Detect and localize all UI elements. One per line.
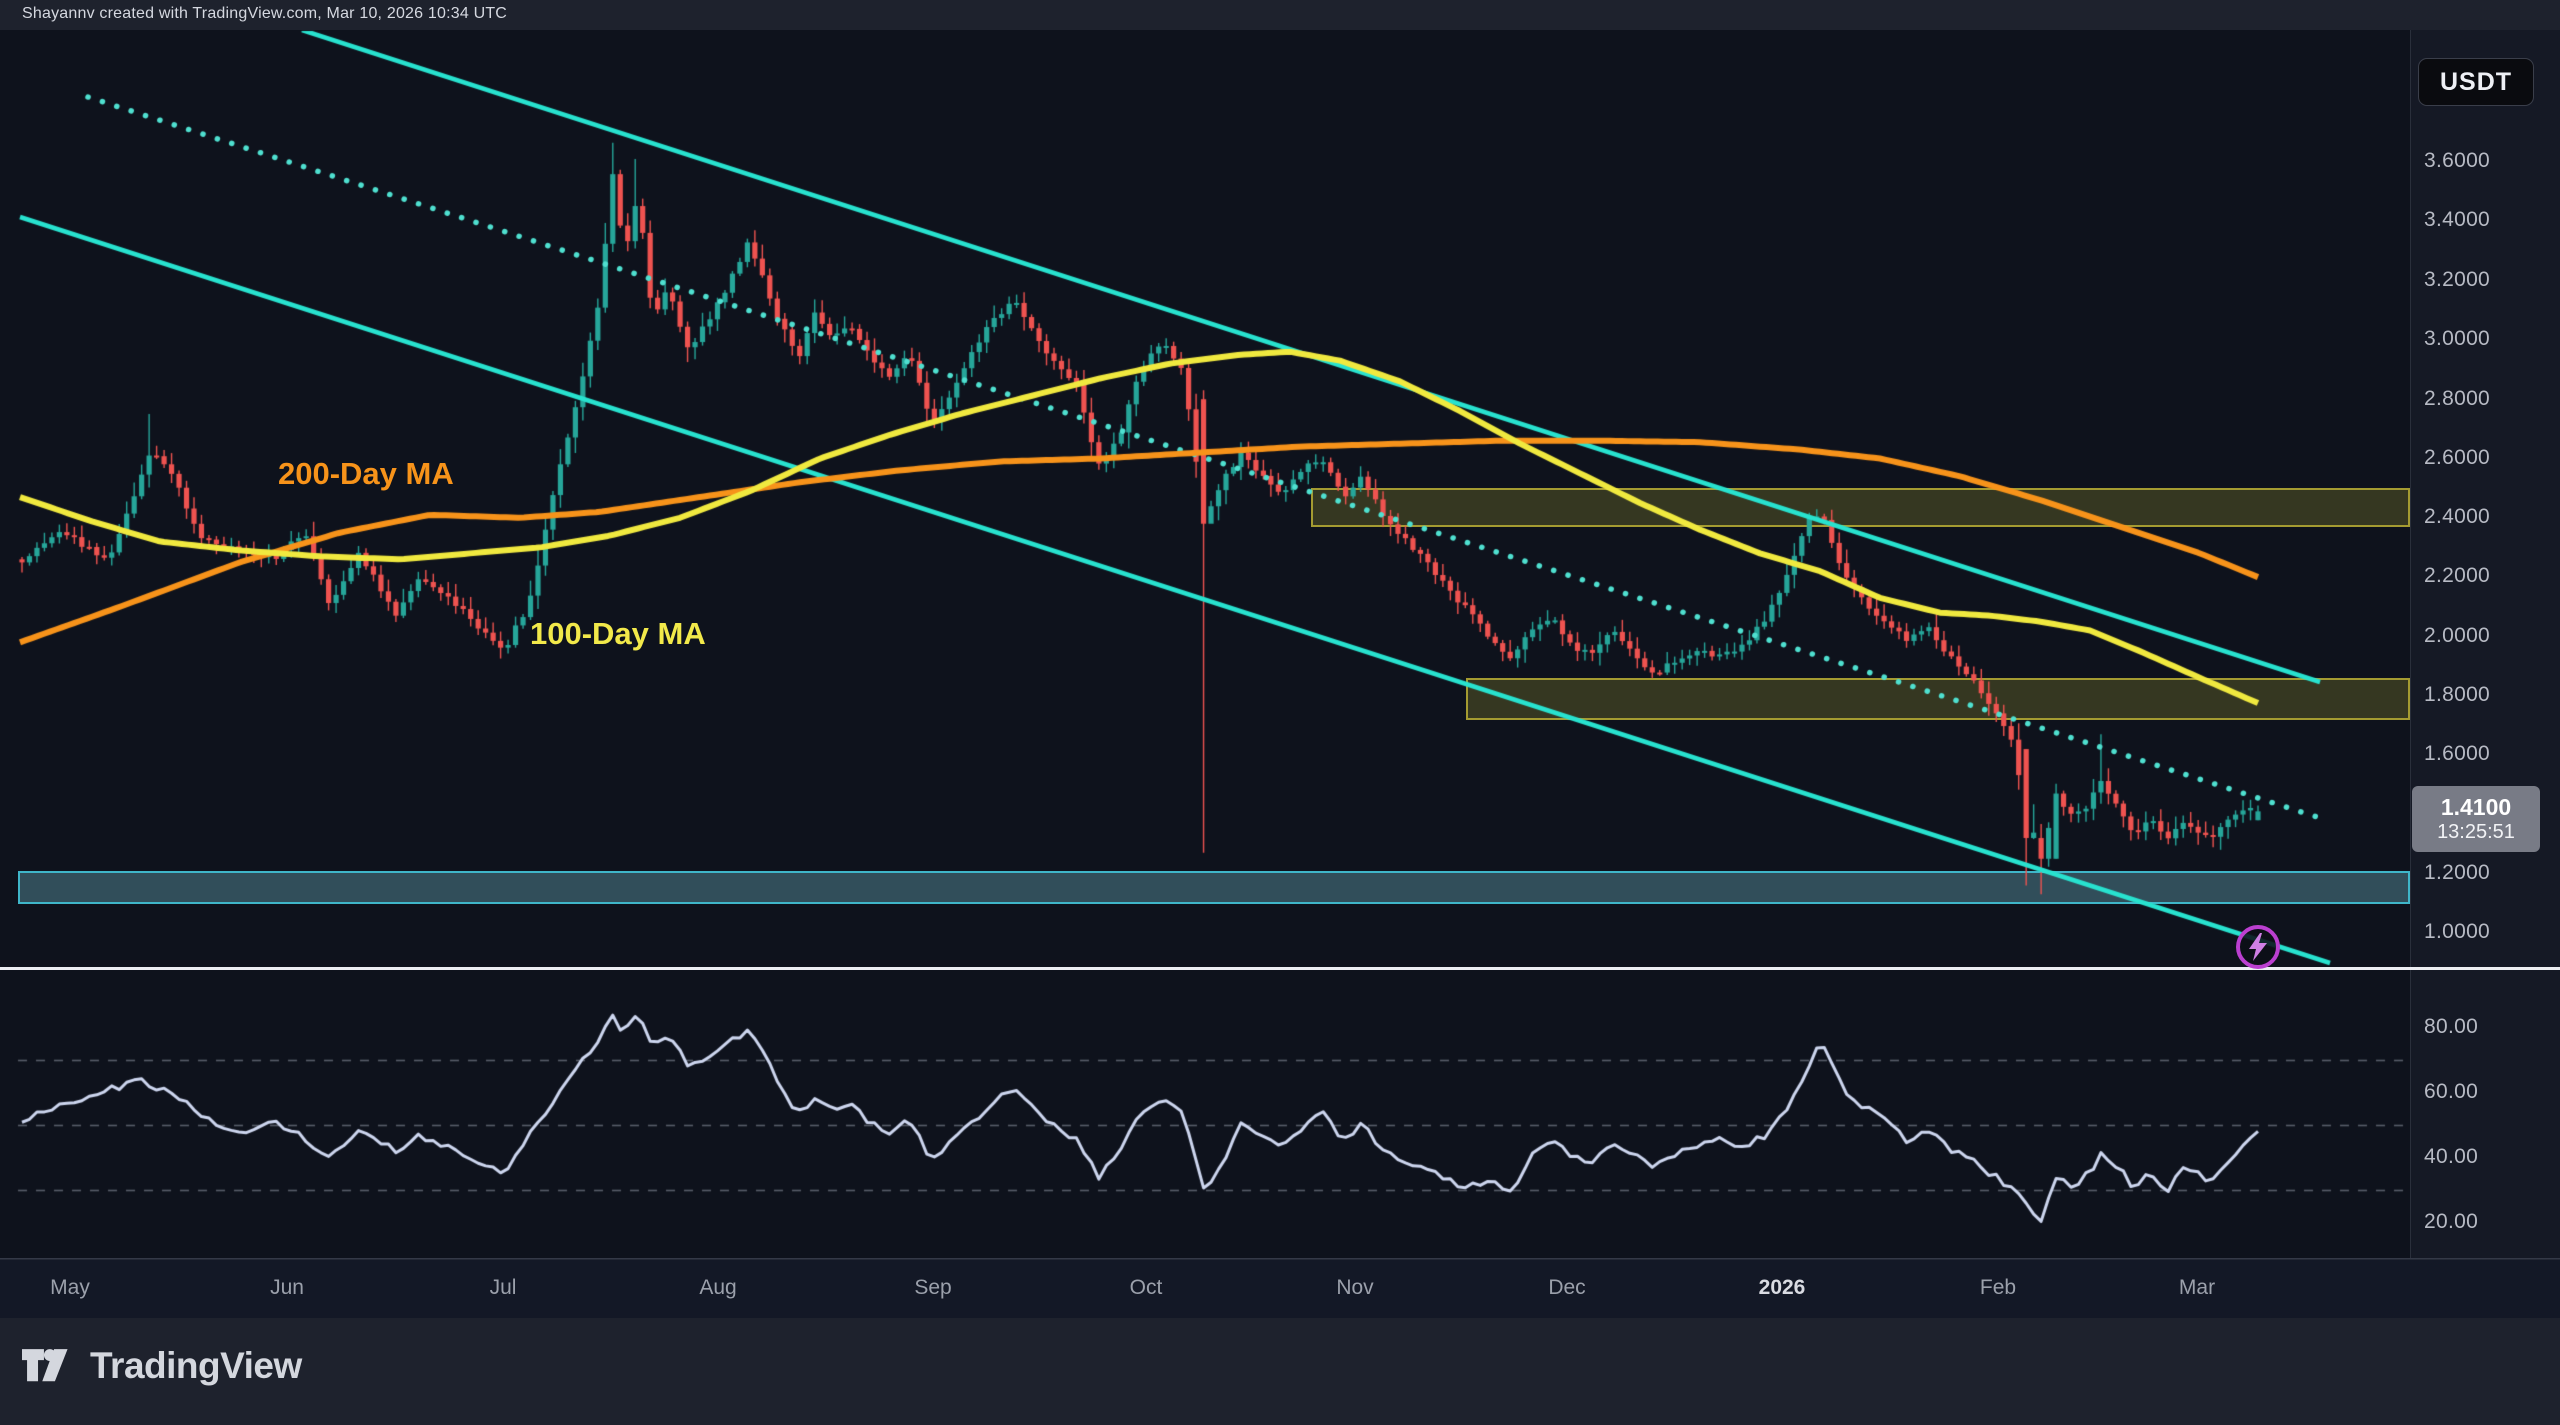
time-tick-May: May xyxy=(50,1276,90,1299)
time-tick-Dec: Dec xyxy=(1548,1276,1586,1299)
price-tick-2.8000: 2.8000 xyxy=(2424,387,2491,410)
price-tick-1.6000: 1.6000 xyxy=(2424,742,2491,765)
price-tick-2.4000: 2.4000 xyxy=(2424,505,2491,528)
time-tick-Oct: Oct xyxy=(1129,1276,1163,1299)
time-tick-Jun: Jun xyxy=(270,1276,304,1299)
ma-100-label: 100-Day MA xyxy=(530,616,706,651)
price-tick-2.6000: 2.6000 xyxy=(2424,446,2491,469)
price-tick-3.6000: 3.6000 xyxy=(2424,149,2491,172)
price-tick-2.0000: 2.0000 xyxy=(2424,624,2491,647)
last-price-badge: 1.4100 13:25:51 xyxy=(2412,786,2540,852)
price-tick-1.2000: 1.2000 xyxy=(2424,861,2491,884)
time-tick-Mar: Mar xyxy=(2178,1276,2216,1299)
price-tick-3.2000: 3.2000 xyxy=(2424,268,2491,291)
tradingview-logo-icon xyxy=(22,1349,68,1382)
pane-separator-line[interactable] xyxy=(0,967,2560,970)
price-tick-3.0000: 3.0000 xyxy=(2424,327,2491,350)
rsi-pane-bottom-line xyxy=(0,1258,2560,1259)
tradingview-logo[interactable]: TradingView xyxy=(22,1340,302,1392)
lightning-bolt-icon[interactable] xyxy=(2236,925,2280,969)
currency-badge: USDT xyxy=(2418,58,2534,106)
time-tick-2026: 2026 xyxy=(1758,1276,1806,1299)
price-tick-1.0000: 1.0000 xyxy=(2424,920,2491,943)
bar-countdown-timer: 13:25:51 xyxy=(2437,820,2515,843)
ma-200-label: 200-Day MA xyxy=(278,456,454,491)
time-tick-Jul: Jul xyxy=(489,1276,517,1299)
time-tick-Nov: Nov xyxy=(1336,1276,1374,1299)
rsi-tick-60.00: 60.00 xyxy=(2424,1080,2479,1103)
rsi-tick-20.00: 20.00 xyxy=(2424,1210,2479,1233)
lightning-bolt-glyph xyxy=(2249,933,2267,961)
price-tick-3.4000: 3.4000 xyxy=(2424,208,2491,231)
tradingview-logo-text: TradingView xyxy=(90,1345,302,1386)
last-price-value: 1.4100 xyxy=(2440,794,2512,821)
rsi-tick-80.00: 80.00 xyxy=(2424,1015,2479,1038)
price-tick-1.8000: 1.8000 xyxy=(2424,683,2491,706)
time-tick-Aug: Aug xyxy=(699,1276,737,1299)
time-tick-Sep: Sep xyxy=(914,1276,952,1299)
price-tick-2.2000: 2.2000 xyxy=(2424,564,2491,587)
time-tick-Feb: Feb xyxy=(1979,1276,2017,1299)
rsi-tick-40.00: 40.00 xyxy=(2424,1145,2479,1168)
